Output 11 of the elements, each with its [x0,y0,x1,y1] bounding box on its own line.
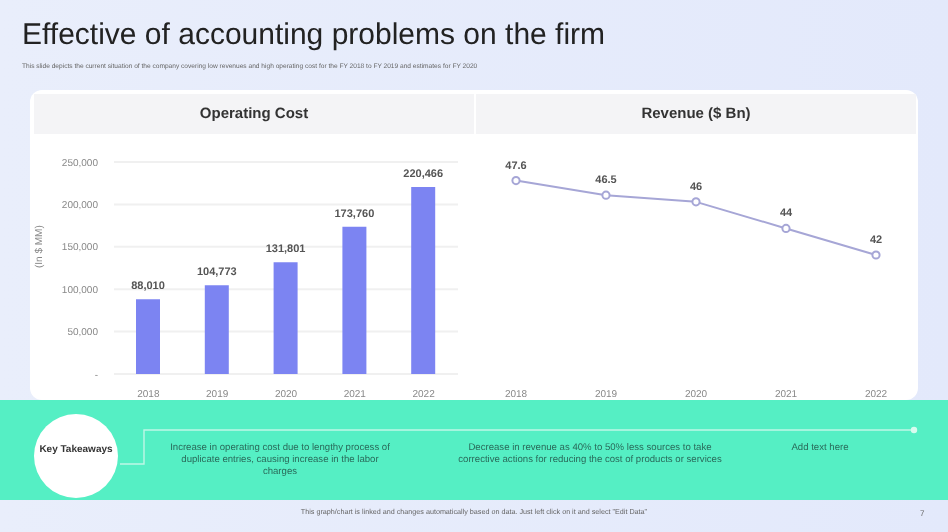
point [691,197,701,207]
point [781,223,791,234]
text: Effective of accounting problems on the firm [22,18,606,52]
point [871,250,881,260]
bar [204,285,229,374]
bar [136,299,160,374]
point [511,176,521,186]
bar [342,226,367,374]
point [601,190,611,200]
bar [273,262,298,374]
bar [411,187,436,374]
